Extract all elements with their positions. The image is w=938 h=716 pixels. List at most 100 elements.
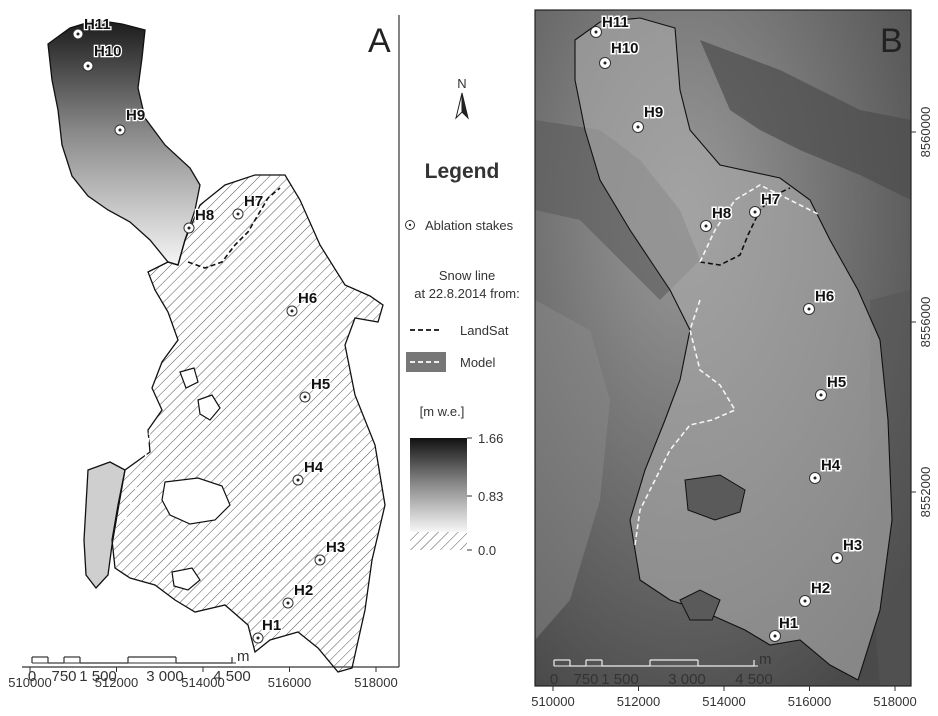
stake-h5: H5 <box>815 373 848 401</box>
nunatak-2 <box>171 567 201 591</box>
scalebar-label: 3 000 <box>668 671 706 688</box>
stake-h8: H8 <box>183 206 215 234</box>
panel-a: A H1 H2 H3 H4 H5 H6 H7 H8 H9 H10 H11 0 750 1 500 3 00… <box>8 15 400 690</box>
stake-label-h4: H4 <box>304 459 324 476</box>
panel-a-stakes: H1 H2 H3 H4 H5 H6 H7 H8 H9 H10 H11 <box>72 15 346 644</box>
nunatak-4 <box>179 367 199 389</box>
panel-b-x-ticks: 510000 512000 514000 516000 518000 <box>531 686 917 709</box>
scalebar-label: 1 500 <box>79 668 117 685</box>
legend: N Legend Ablation stakes Snow line at 22… <box>405 76 520 558</box>
panel-a-letter: A <box>368 22 391 60</box>
stake-label-h3: H3 <box>843 537 862 554</box>
x-tick-label: 514000 <box>181 675 224 690</box>
stake-label-h8: H8 <box>195 207 214 224</box>
scalebar-unit: m <box>237 648 250 665</box>
north-label: N <box>457 76 466 91</box>
panel-b-frame <box>534 9 912 687</box>
legend-title: Legend <box>425 160 500 183</box>
legend-stakes-label: Ablation stakes <box>425 218 514 233</box>
stake-h5: H5 <box>299 375 331 403</box>
stake-label-h8: H8 <box>712 205 731 222</box>
panel-b-scalebar: 0 750 1 500 3 000 4 500 m <box>550 651 773 688</box>
stake-h10: H10 <box>599 39 640 69</box>
scalebar-label: 4 500 <box>213 668 251 685</box>
north-arrow-icon: N <box>455 76 469 120</box>
glacier-accumulation-area <box>111 174 386 673</box>
stake-label-h10: H10 <box>611 40 639 57</box>
stake-h8: H8 <box>700 204 733 232</box>
glacier-upper-ablation-area <box>47 19 201 266</box>
legend-model-label: Model <box>460 355 496 370</box>
stake-h2: H2 <box>282 581 314 609</box>
stake-h11: H11 <box>72 15 112 40</box>
scalebar-unit: m <box>759 651 772 668</box>
scalebar-label: 0 <box>28 668 36 685</box>
snowline-model-b <box>634 184 821 546</box>
panel-b: B H1 H2 H3 H4 H5 H6 H7 H8 H9 H10 H11 0 750 1 500 3 00… <box>531 9 933 709</box>
x-tick-label: 516000 <box>788 694 831 709</box>
colorbar-max: 1.66 <box>478 431 503 446</box>
legend-landsat-label: LandSat <box>460 323 509 338</box>
x-tick-label: 518000 <box>873 694 916 709</box>
stake-label-h9: H9 <box>644 104 663 121</box>
nunatak-3 <box>197 394 221 421</box>
y-tick-label: 8552000 <box>918 467 933 518</box>
x-tick-label: 512000 <box>617 694 660 709</box>
x-tick-label: 518000 <box>354 675 397 690</box>
stake-label-h7: H7 <box>761 191 780 208</box>
stake-h6: H6 <box>286 289 318 317</box>
scalebar-label: 750 <box>51 668 76 685</box>
stake-label-h5: H5 <box>311 376 330 393</box>
scalebar-label: 3 000 <box>146 668 184 685</box>
stake-label-h1: H1 <box>779 615 798 632</box>
stake-h3: H3 <box>831 536 864 564</box>
nunatak-1 <box>161 477 231 525</box>
y-tick-label: 8556000 <box>918 297 933 348</box>
stake-label-h3: H3 <box>326 539 345 556</box>
stake-label-h2: H2 <box>811 580 830 597</box>
x-tick-label: 512000 <box>95 675 138 690</box>
stake-label-h9: H9 <box>126 107 145 124</box>
stake-label-h2: H2 <box>294 582 313 599</box>
panel-a-x-ticks: 510000 512000 514000 516000 518000 <box>8 667 398 690</box>
stake-h10: H10 <box>82 42 123 72</box>
stake-h4: H4 <box>292 458 325 486</box>
colorbar-zero-hatch <box>410 532 467 550</box>
scalebar-label: 0 <box>550 671 558 688</box>
stake-h11: H11 <box>590 13 630 38</box>
x-tick-label: 510000 <box>8 675 51 690</box>
colorbar-mid: 0.83 <box>478 489 503 504</box>
stake-h3: H3 <box>314 538 346 566</box>
glacier-lower-ablation-area <box>83 461 126 590</box>
stake-label-h10: H10 <box>94 43 122 60</box>
stake-label-h6: H6 <box>815 288 834 305</box>
stake-label-h4: H4 <box>821 457 841 474</box>
stake-h7: H7 <box>232 192 264 220</box>
stake-label-h11: H11 <box>602 14 629 31</box>
legend-snowline-heading-1: Snow line <box>439 268 495 283</box>
panel-a-scalebar: 0 750 1 500 3 000 4 500 m <box>28 648 251 685</box>
stake-h4: H4 <box>809 456 842 484</box>
legend-units: [m w.e.] <box>420 404 465 419</box>
panel-b-y-ticks: 8560000 8556000 8552000 <box>911 107 933 518</box>
stake-label-h11: H11 <box>84 16 111 33</box>
colorbar <box>410 438 467 532</box>
stake-h1: H1 <box>252 616 282 644</box>
stake-h9: H9 <box>632 103 665 133</box>
stake-h1: H1 <box>769 614 800 642</box>
stake-label-h7: H7 <box>244 193 263 210</box>
x-tick-label: 510000 <box>531 694 574 709</box>
scalebar-label: 1 500 <box>601 671 639 688</box>
x-tick-label: 514000 <box>702 694 745 709</box>
glacier-outline <box>574 17 893 681</box>
x-tick-label: 516000 <box>268 675 311 690</box>
stake-h9: H9 <box>114 106 146 136</box>
scalebar-label: 750 <box>573 671 598 688</box>
snowline-landsat-b <box>699 187 791 266</box>
legend-stake-symbol-icon <box>405 220 415 230</box>
panel-b-letter: B <box>880 22 903 60</box>
panel-b-stakes: H1 H2 H3 H4 H5 H6 H7 H8 H9 H10 H11 <box>590 13 864 642</box>
legend-snowline-heading-2: at 22.8.2014 from: <box>414 286 520 301</box>
snowline-landsat <box>187 187 281 269</box>
